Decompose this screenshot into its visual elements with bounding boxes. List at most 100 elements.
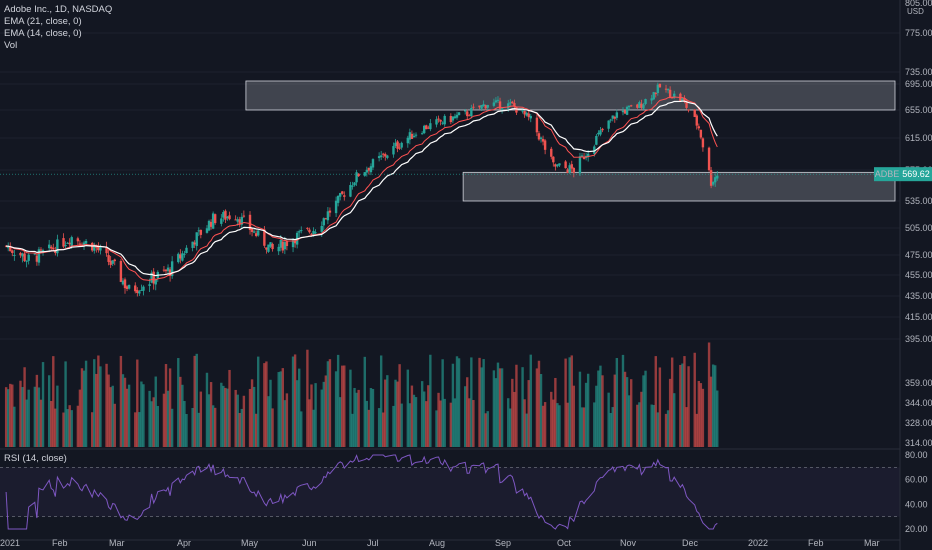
candle-body — [242, 215, 246, 217]
volume-bar — [656, 412, 660, 447]
rsi-band — [0, 467, 900, 517]
volume-bar — [369, 388, 373, 447]
volume-bar — [449, 402, 453, 447]
volume-bar — [213, 407, 217, 447]
candle-body — [556, 164, 559, 167]
candle-body — [25, 260, 28, 262]
candle-body — [457, 112, 461, 116]
candle-body — [238, 219, 241, 225]
candle-body — [644, 99, 647, 104]
volume-bar — [625, 377, 629, 447]
volume-bar — [638, 402, 641, 447]
candle-body — [111, 260, 114, 264]
candle-body — [666, 88, 670, 91]
volume-bar — [636, 404, 639, 447]
candle-body — [154, 279, 157, 285]
candle-body — [209, 221, 213, 227]
volume-bar — [707, 342, 711, 447]
candle-body — [250, 228, 254, 232]
volume-bar — [457, 358, 461, 447]
volume-legend[interactable]: Vol — [4, 40, 18, 51]
volume-bar — [699, 383, 703, 447]
volume-bar — [21, 387, 24, 447]
volume-bar — [396, 381, 399, 447]
candle-body — [507, 103, 510, 109]
volume-bar — [295, 380, 299, 447]
price-tick: 314.00 — [905, 438, 932, 448]
candle-body — [439, 119, 442, 122]
volume-bar — [541, 405, 545, 447]
volume-bar — [478, 357, 481, 447]
volume-bar — [582, 407, 586, 447]
volume-bar — [607, 392, 610, 447]
candle-body — [564, 161, 567, 169]
volume-bar — [197, 412, 200, 447]
candle-body — [281, 241, 285, 251]
volume-bar — [166, 390, 170, 447]
volume-bar — [468, 398, 471, 447]
rsi-legend[interactable]: RSI (14, close) — [4, 453, 67, 464]
candle-body — [267, 244, 270, 252]
volume-bar — [463, 386, 467, 447]
candle-body — [322, 218, 325, 226]
ema21-line — [6, 100, 718, 277]
volume-bar — [283, 400, 287, 447]
volume-bar — [365, 400, 369, 447]
candle-body — [484, 105, 487, 109]
candle-body — [515, 106, 518, 113]
volume-bar — [285, 393, 289, 447]
volume-bar — [105, 363, 108, 447]
candle-body — [377, 156, 381, 159]
volume-bar — [392, 405, 395, 447]
candle-body — [650, 98, 653, 101]
candle-body — [410, 133, 414, 139]
ema21-legend[interactable]: EMA (21, close, 0) — [4, 16, 82, 27]
volume-bar — [177, 358, 180, 447]
rsi-tick: 80.00 — [905, 450, 928, 460]
time-tick: Mar — [109, 538, 125, 548]
candle-body — [164, 269, 168, 272]
candle-body — [693, 109, 696, 117]
volume-bar — [111, 385, 114, 447]
candle-body — [11, 250, 14, 254]
volume-bar — [470, 357, 473, 447]
volume-bar — [127, 384, 131, 447]
volume-bar — [353, 387, 356, 447]
candle-body — [312, 230, 315, 236]
volume-bar — [584, 382, 588, 447]
candle-body — [35, 255, 39, 262]
volume-bar — [138, 412, 141, 447]
candle-body — [466, 111, 469, 117]
candle-body — [527, 113, 530, 118]
candle-body — [285, 241, 289, 246]
volume-bar — [683, 356, 686, 447]
candle-body — [367, 167, 371, 171]
volume-bar — [76, 405, 80, 447]
candle-body — [523, 111, 526, 115]
volume-bar — [320, 389, 323, 447]
volume-bar — [195, 353, 198, 447]
candle-body — [582, 157, 586, 160]
candle-body — [349, 185, 352, 197]
candle-body — [213, 214, 217, 224]
ema14-legend[interactable]: EMA (14, close, 0) — [4, 28, 82, 39]
candle-body — [191, 241, 194, 248]
volume-bar — [642, 375, 645, 447]
volume-bar — [455, 356, 459, 447]
chart-title[interactable]: Adobe Inc., 1D, NASDAQ — [4, 4, 113, 15]
volume-bar — [39, 399, 43, 447]
candle-body — [320, 225, 323, 232]
volume-bar — [357, 389, 360, 447]
volume-bar — [35, 374, 39, 447]
volume-bar — [142, 384, 145, 447]
volume-bar — [523, 399, 526, 447]
volume-bar — [711, 364, 715, 447]
candle-body — [550, 148, 553, 157]
candle-body — [566, 169, 569, 173]
volume-bar — [412, 394, 416, 447]
price-badge — [900, 167, 932, 182]
volume-bar — [681, 363, 684, 447]
candle-body — [357, 173, 360, 177]
candle-body — [482, 104, 485, 106]
